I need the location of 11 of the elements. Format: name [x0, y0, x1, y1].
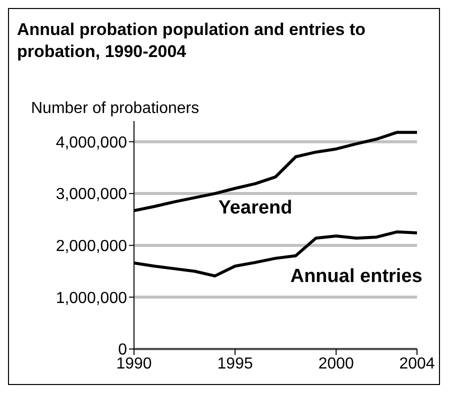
y-tick-label: 3,000,000 — [56, 186, 128, 204]
chart-title: Annual probation population and entries to probation, 1990-2004 — [16, 19, 366, 63]
x-tick-label: 2000 — [318, 355, 354, 372]
series-label: Annual entries — [290, 266, 422, 288]
y-axis-title: Number of probationers — [31, 100, 200, 118]
series-label: Yearend — [218, 198, 292, 219]
y-tick-label: 2,000,000 — [56, 238, 128, 256]
y-tick-label: 1,000,000 — [56, 290, 128, 307]
y-tick-label: 4,000,000 — [56, 134, 128, 152]
x-tick-label: 2004 — [399, 355, 435, 372]
x-tick-label: 1995 — [217, 355, 253, 372]
